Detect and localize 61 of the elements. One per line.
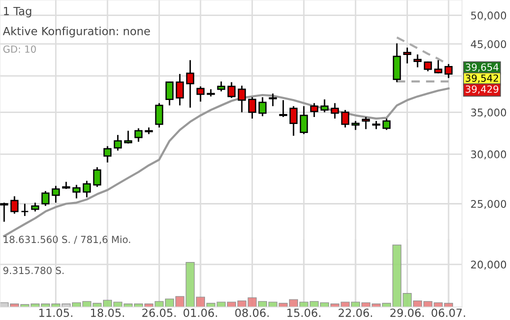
text: 39,429 <box>466 85 498 94</box>
candlestick <box>186 59 194 108</box>
candlestick <box>248 96 256 120</box>
candlestick <box>268 92 277 107</box>
candlestick <box>403 46 412 64</box>
candlestick <box>414 54 422 68</box>
candlestick <box>72 184 81 200</box>
y-tick-label: 50,000 <box>471 12 506 20</box>
candlestick <box>134 128 143 142</box>
candlestick <box>41 190 50 207</box>
x-tick-label: 22.06. <box>338 308 372 317</box>
x-tick-label: 01.06. <box>184 308 217 317</box>
candlestick <box>103 145 112 164</box>
candlestick <box>341 109 350 128</box>
candlestick <box>20 203 29 217</box>
candlestick <box>0 202 8 222</box>
x-tick-label: 29.06. <box>390 308 424 317</box>
candlestick <box>392 42 401 83</box>
x-tick-label: 18.05. <box>91 308 124 317</box>
x-tick-label: 11.05. <box>39 308 72 317</box>
candlestick <box>279 99 288 118</box>
y-tick-label: 45,000 <box>470 40 506 50</box>
text: 39,542 <box>466 74 498 83</box>
candlestick <box>217 80 226 92</box>
candlestick <box>124 130 132 144</box>
candlestick <box>434 59 442 74</box>
candlestick <box>165 80 174 106</box>
candlestick <box>330 102 339 120</box>
candlestick <box>444 63 453 79</box>
candlestick <box>300 105 308 135</box>
candlestick <box>362 116 370 130</box>
y-tick-label: 35,000 <box>471 108 506 118</box>
candlestick <box>320 98 329 113</box>
text: Aktive Konfiguration: none <box>2 26 150 38</box>
candlestick <box>114 134 122 152</box>
annotation: 9.315.780 S. <box>3 266 64 274</box>
candlestick <box>196 86 205 102</box>
y-tick-label: 25,000 <box>471 200 506 209</box>
x-tick-label: 26.05. <box>142 308 176 317</box>
y-tick-label: 30,000 <box>471 150 506 160</box>
text: 39,654 <box>466 63 498 72</box>
text: 1 Tag <box>4 6 32 18</box>
text: GD: 10 <box>3 45 36 53</box>
candlestick <box>176 73 184 106</box>
candlestick <box>258 96 267 117</box>
line-series <box>3 87 450 238</box>
y-tick-label: 20,000 <box>471 260 506 270</box>
x-tick-label: 15.06. <box>287 308 320 317</box>
candlestick <box>238 84 246 113</box>
candlestick <box>227 81 236 99</box>
candlestick <box>10 196 19 214</box>
candlestick <box>289 105 298 136</box>
candlestick <box>382 118 391 131</box>
candlestick <box>82 180 91 198</box>
candlestick <box>310 102 318 118</box>
candlestick <box>93 166 102 188</box>
annotation: 18.631.560 S. / 781,6 Mio. <box>4 236 130 244</box>
candlestick <box>52 185 60 204</box>
x-tick-label: 06.07. <box>432 308 466 317</box>
x-tick-label: 08.06. <box>235 308 269 317</box>
candlestick <box>155 102 164 128</box>
